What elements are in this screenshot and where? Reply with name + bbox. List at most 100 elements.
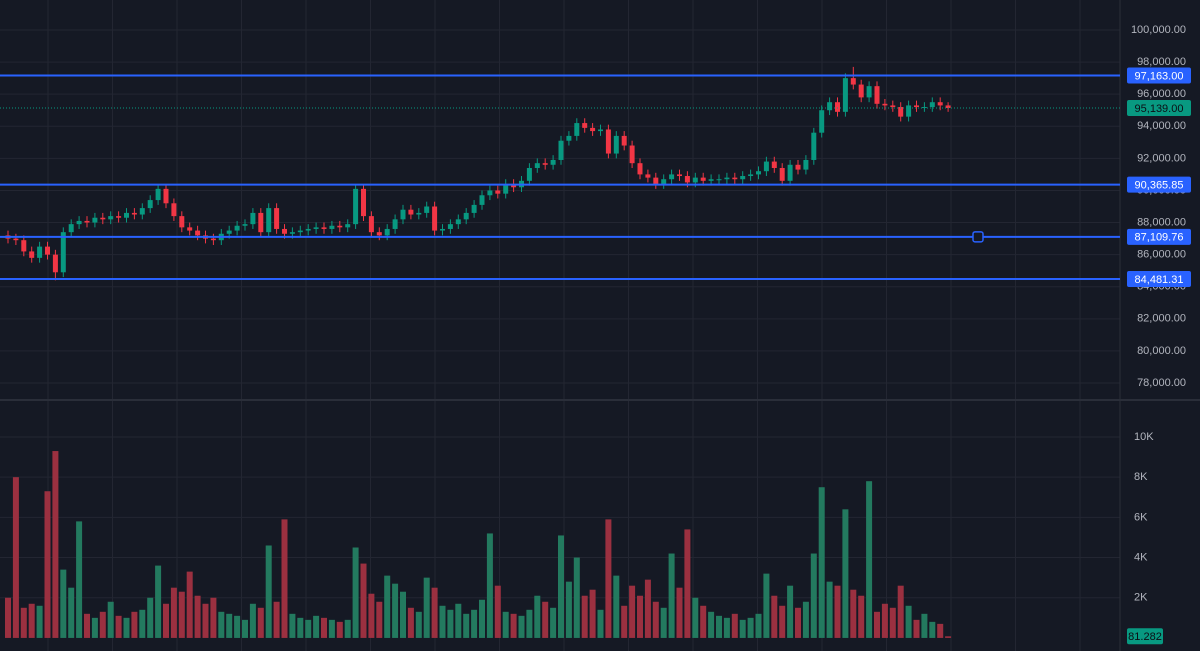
volume-bar [755,613,762,638]
volume-bar [897,585,904,638]
volume-bar [684,529,691,638]
last-volume-box [1127,628,1163,645]
candle-body [795,164,801,170]
volume-bar [368,593,375,638]
volume-bar [407,607,414,638]
volume-bar [810,553,817,638]
candle-body [503,184,509,194]
candle-body [661,179,667,185]
candle-body [108,216,114,220]
candle-body [124,212,129,218]
candle-body [392,219,398,229]
candle-body [882,103,888,106]
candle-body [45,246,50,255]
volume-bar [328,619,335,638]
volume-bar [526,609,533,638]
last-price-box [1127,99,1191,116]
volume-bar [12,477,19,638]
volume-bar [155,565,162,638]
candle-body [542,163,548,165]
level-label: 84,481.31 [1135,274,1184,286]
candle-body [613,135,619,154]
candle-body [139,208,145,215]
candle-body [684,176,690,183]
volume-bar [344,619,351,638]
volume-bar [534,595,541,638]
volume-bar [479,599,485,638]
candle-body [68,224,74,233]
candle-body [250,212,256,225]
volume-bar [321,617,327,638]
volume-bar [937,623,944,638]
candle-body [282,228,287,234]
candle-body [52,254,58,273]
volume-bar [779,605,786,638]
volume-bar [313,615,320,638]
candle-body [92,217,98,223]
candle-body [645,174,651,178]
volume-bar [170,587,177,638]
candle-body [677,174,682,177]
volume-bar [486,533,493,638]
candle-body [914,105,919,108]
candle-body [937,102,943,106]
candle-body [361,188,366,217]
candle-body [874,86,880,104]
volume-bar [289,613,296,638]
candle-body [669,174,675,180]
volume-bar [178,591,185,638]
volume-bar [787,585,794,638]
level-label-box [1127,228,1191,245]
candle-body [147,200,153,209]
volume-bar [28,603,35,638]
candle-body [76,220,82,225]
volume-bar [99,611,106,638]
candle-body [906,105,912,117]
volume-bar [858,595,865,638]
candle-body [455,219,461,225]
level-label: 97,163.00 [1135,70,1184,82]
candle-body [100,217,106,220]
candle-body [605,129,611,154]
y-tick-label: 82,000.00 [1137,313,1186,325]
y-tick-label: 98,000.00 [1137,56,1186,68]
volume-bar [589,589,596,638]
volume-bar [147,597,154,638]
y-tick-label: 80,000.00 [1137,345,1186,357]
volume-bar [5,597,11,638]
volume-bar [565,581,572,638]
candle-body [408,209,414,215]
candle-body [945,105,951,108]
candle-body [732,177,738,180]
volume-bar [795,607,801,638]
volume-bar [518,615,525,638]
volume-bar [60,569,67,638]
volume-bar [202,603,209,638]
candle-body [858,84,864,98]
candle-body [234,225,240,231]
candle-body [850,78,856,85]
candle-body [550,159,556,165]
y2-tick-label: 8K [1134,471,1148,483]
candle-body [574,123,580,136]
volume-bar [249,603,256,638]
candle-body [242,224,248,226]
volume-bar [163,603,169,638]
volume-bar [297,617,304,638]
volume-bar [455,603,462,638]
level-label: 90,365.85 [1135,179,1184,191]
volume-bar [392,583,399,638]
candle-body [621,135,627,146]
volume-bar [747,617,754,638]
volume-bar [234,615,241,638]
candle-body [424,206,430,213]
volume-bar [929,621,936,638]
last-price-label: 95,139.00 [1135,103,1184,115]
candle-body [929,102,935,108]
candle-body [787,164,793,181]
volume-bar [652,601,659,638]
volume-bar [913,619,920,638]
y-tick-label: 78,000.00 [1137,377,1186,389]
candle-body [116,216,122,218]
